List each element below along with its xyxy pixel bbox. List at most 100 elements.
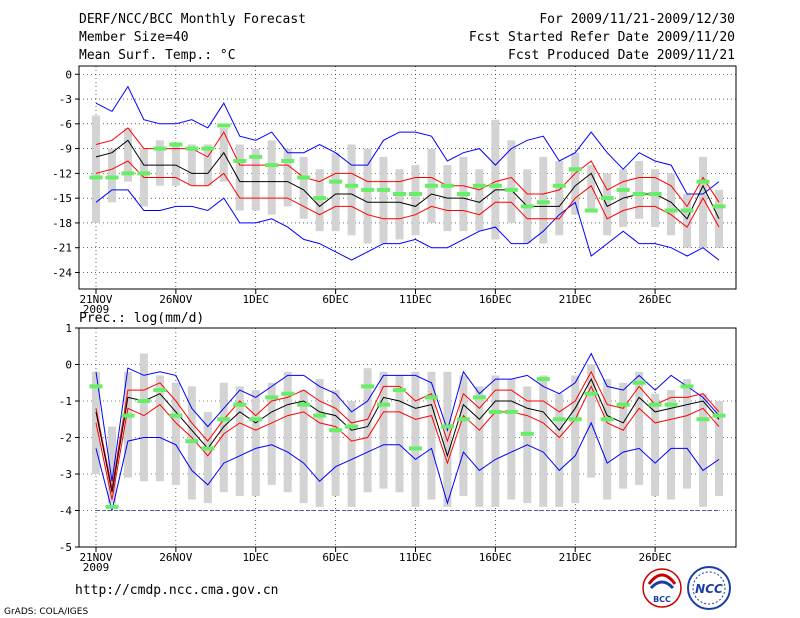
forecast-marker [297, 175, 311, 180]
spread-box [251, 390, 260, 496]
x-tick-label: 26NOV [159, 551, 192, 564]
spread-box [411, 165, 420, 236]
spread-box [683, 379, 692, 489]
x-tick-label: 16DEC [479, 551, 512, 564]
spread-box [635, 371, 644, 485]
forecast-marker [632, 380, 646, 385]
spread-box [683, 194, 692, 248]
precip-title: Prec.: log(mm/d) [79, 311, 204, 326]
spread-box [667, 173, 676, 236]
spread-box [363, 148, 372, 244]
spread-box [651, 169, 660, 228]
mean-line [95, 139, 720, 220]
spread-box [507, 379, 516, 500]
spread-box [459, 375, 468, 496]
upper-line [95, 370, 720, 489]
forecast-marker [105, 175, 119, 180]
forecast-marker [616, 187, 630, 192]
header-variable: Mean Surf. Temp.: °C [79, 48, 236, 63]
forecast-marker [281, 391, 295, 396]
forecast-marker [169, 142, 183, 147]
forecast-marker [424, 183, 438, 188]
spread-box [443, 371, 452, 507]
x-tick-label: 26NOV [159, 293, 192, 306]
spread-box [715, 401, 723, 496]
forecast-marker [536, 377, 550, 382]
lower-line [95, 160, 720, 228]
footer-credit: GrADS: COLA/IGES [4, 607, 88, 617]
spread-box [555, 393, 564, 507]
x-tick-label: 21DEC [559, 293, 592, 306]
temperature-panel: 0 -3 -6 -9 -12 -15 -18 -21 -24 21NOV 26NOV 1DEC 6DEC… [52, 65, 737, 316]
forecast-marker [121, 171, 135, 176]
forecast-marker [568, 167, 582, 172]
forecast-marker [488, 409, 502, 414]
forecast-marker [680, 384, 694, 389]
spread-box [235, 386, 244, 496]
forecast-marker [552, 183, 566, 188]
spread-box [267, 140, 276, 215]
forecast-marker [249, 417, 263, 422]
forecast-marker [616, 402, 630, 407]
forecast-marker [281, 158, 295, 163]
spread-box [107, 426, 116, 504]
forecast-marker [297, 402, 311, 407]
forecast-marker [536, 200, 550, 205]
spread-box [187, 144, 196, 186]
forecast-marker [153, 388, 167, 393]
y-tick-label: -3 [59, 468, 72, 481]
spread-box [347, 144, 356, 236]
header-member-size: Member Size=40 [79, 30, 189, 45]
forecast-marker [89, 384, 103, 389]
x-tick-label: 16DEC [479, 293, 512, 306]
x-tick-label: 26DEC [639, 293, 672, 306]
spread-box [619, 382, 628, 489]
y-tick-label: -1 [59, 395, 72, 408]
forecast-marker [440, 424, 454, 429]
upper-line [95, 127, 720, 208]
spread-box [299, 156, 308, 219]
spread-box [571, 152, 580, 215]
y-tick-label: -24 [52, 266, 72, 279]
y-tick-label: 1 [65, 322, 72, 335]
spread-box [395, 169, 404, 240]
ncc-logo-text: NCC [695, 582, 723, 596]
forecast-marker [361, 187, 375, 192]
y-tick-label: -4 [59, 505, 73, 518]
bcc-logo-text: BCC [653, 595, 671, 604]
header-produced-date: Fcst Produced Date 2009/11/21 [508, 48, 735, 63]
forecast-marker [472, 183, 486, 188]
y-tick-label: -18 [52, 217, 72, 230]
spread-box [203, 144, 212, 186]
forecast-marker [648, 192, 662, 197]
forecast-marker [361, 384, 375, 389]
forecast-marker [504, 409, 518, 414]
y-tick-label: -2 [59, 432, 72, 445]
forecast-marker [201, 146, 215, 151]
forecast-marker [552, 417, 566, 422]
footer-url[interactable]: http://cmdp.ncc.cma.gov.cn [75, 583, 279, 598]
spread-box [347, 401, 356, 507]
spread-box [379, 156, 388, 244]
x-tick-label: 1DEC [242, 293, 269, 306]
forecast-marker [456, 192, 470, 197]
x-tick-label: 21NOV [79, 293, 112, 306]
spread-box [635, 160, 644, 219]
forecast-marker [185, 146, 199, 151]
forecast-marker [313, 196, 327, 201]
spread-box [92, 115, 100, 223]
spread-box [331, 152, 340, 232]
forecast-marker [185, 439, 199, 444]
forecast-marker [329, 428, 343, 433]
x-tick-label: 26DEC [639, 551, 672, 564]
spread-box [571, 375, 580, 504]
spread-box [283, 371, 292, 493]
spread-box [251, 148, 260, 211]
spread-box [123, 127, 132, 182]
spread-box [491, 119, 500, 240]
spread-box [171, 382, 180, 485]
forecast-marker [345, 424, 359, 429]
forecast-marker [313, 413, 327, 418]
bcc-logo: BCC [642, 568, 682, 608]
